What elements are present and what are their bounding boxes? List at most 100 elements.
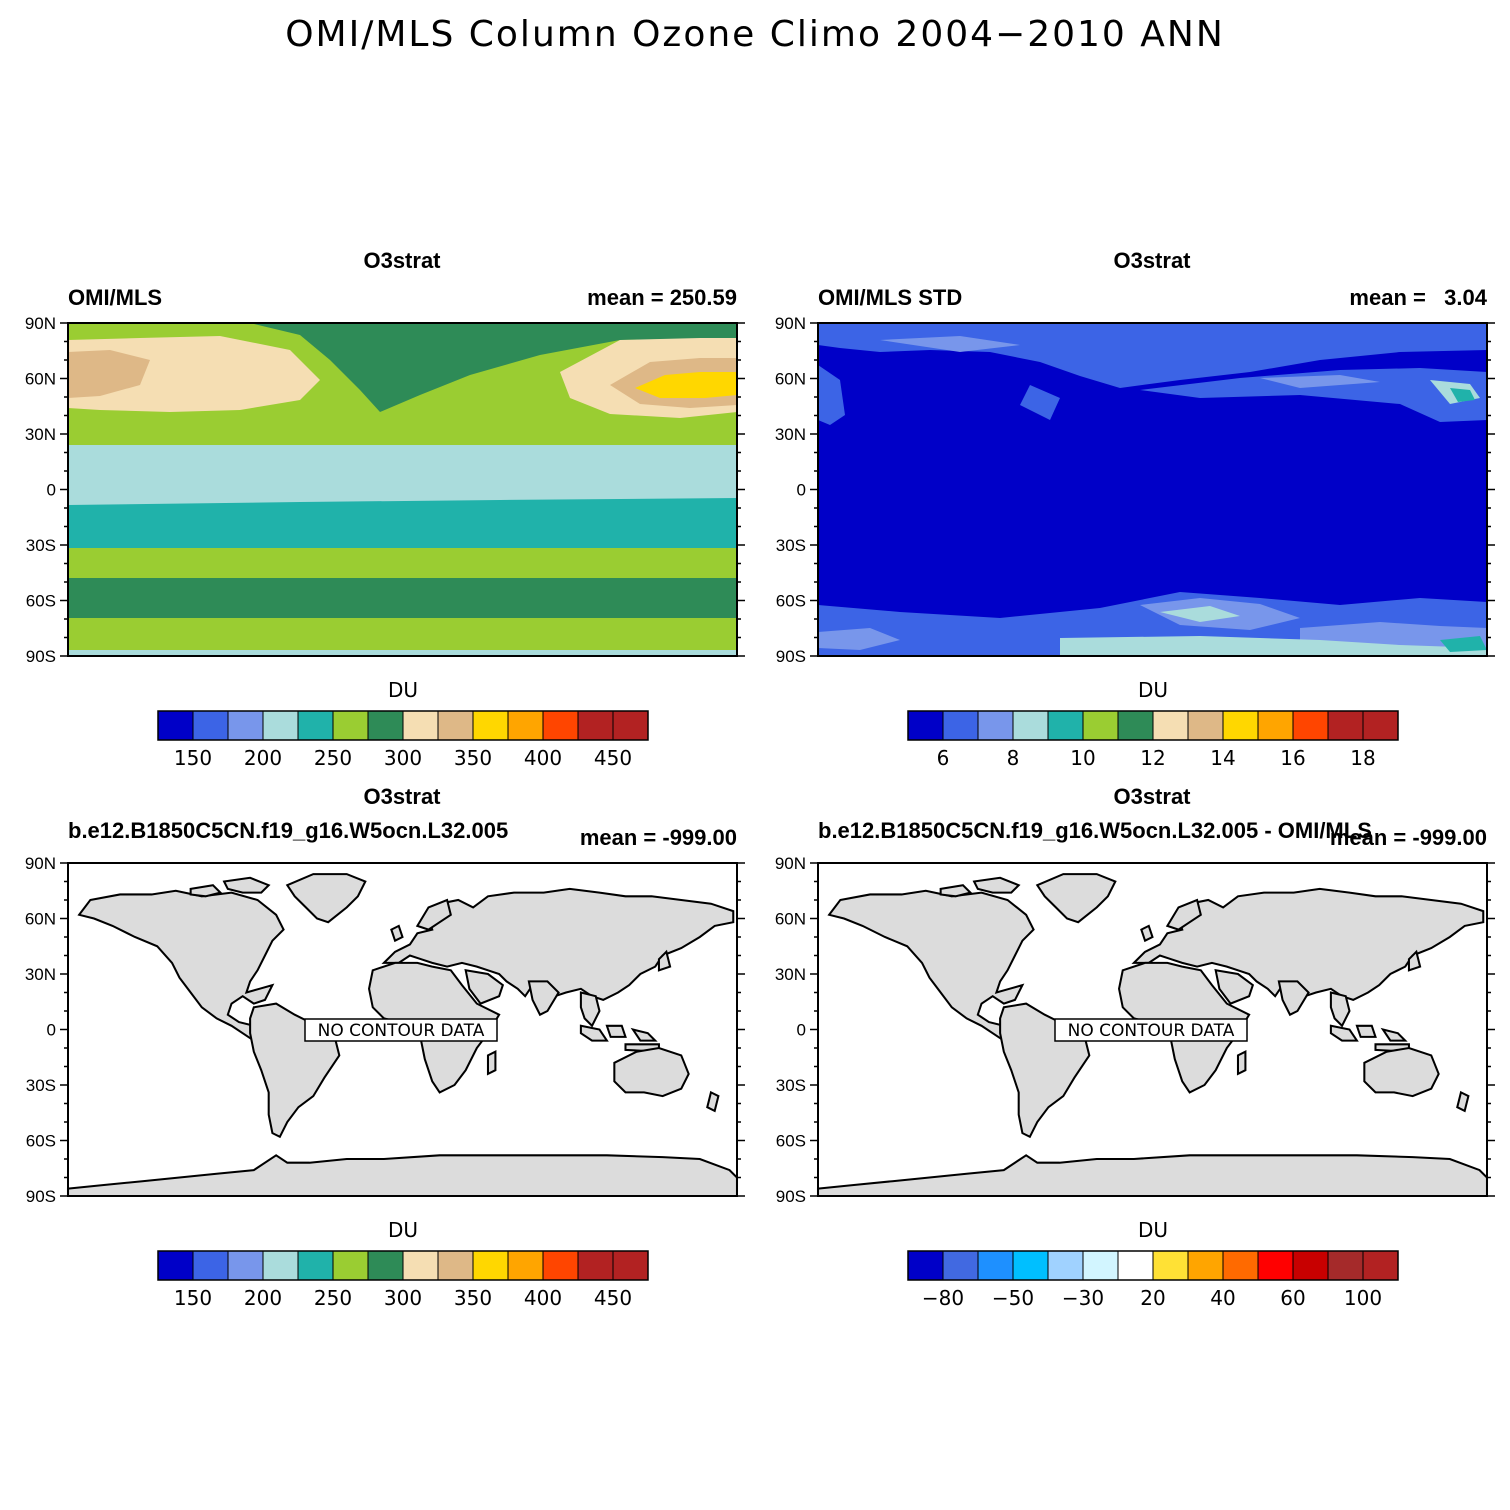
panel-omi-mls: O3strat OMI/MLS mean = 250.59 [67, 248, 738, 657]
colorbar-label: 200 [244, 1286, 282, 1310]
colorbar-label: −30 [1062, 1286, 1104, 1310]
colorbar-label: 250 [314, 1286, 352, 1310]
colorbar-label: 250 [314, 746, 352, 770]
lat-label: 90N [25, 854, 56, 873]
colorbar-swatch [437, 710, 474, 741]
colorbar-swatch [507, 1250, 544, 1281]
colorbar-swatch [1047, 1250, 1084, 1281]
panel-4-title: O3strat [1113, 784, 1191, 809]
colorbar-swatch [942, 1250, 979, 1281]
colorbar-swatch [1292, 710, 1329, 741]
lat-label: 60S [776, 592, 806, 611]
panel-3-mean-label: mean = -999.00 [580, 825, 737, 850]
colorbar-label: 12 [1140, 746, 1165, 770]
colorbar-swatch [262, 1250, 299, 1281]
colorbar-swatch [1292, 1250, 1329, 1281]
colorbar-swatch [1327, 1250, 1364, 1281]
colorbar-swatch [437, 1250, 474, 1281]
lat-label: 30S [776, 1076, 806, 1095]
lat-label: 0 [47, 481, 56, 500]
colorbar-swatch [262, 710, 299, 741]
colorbar-label: 400 [524, 1286, 562, 1310]
colorbar-label: −50 [992, 1286, 1034, 1310]
lat-label: 60N [775, 370, 806, 389]
colorbar-swatch [332, 710, 369, 741]
colorbar-swatch [227, 710, 264, 741]
colorbar-label: 20 [1140, 1286, 1165, 1310]
panel-3-no-data-text: NO CONTOUR DATA [318, 1021, 485, 1041]
colorbar-swatch [367, 710, 404, 741]
lat-label: 90S [26, 647, 56, 666]
panel-2-mean-label: mean = 3.04 [1349, 285, 1487, 310]
colorbar-label: 18 [1350, 746, 1375, 770]
colorbar-swatch [1362, 1250, 1399, 1281]
colorbar-swatch [1012, 710, 1049, 741]
lat-label: 30S [26, 1076, 56, 1095]
colorbar-label: 200 [244, 746, 282, 770]
lat-label: 30N [25, 965, 56, 984]
map-axes: 90N 60N 30N 0 30S 60S 90S 90N 60N 30N 0 30S 60S 90S 90… [25, 314, 1495, 1206]
lat-label: 30S [776, 536, 806, 555]
lat-label: 0 [797, 481, 806, 500]
colorbar-label: 350 [454, 746, 492, 770]
colorbar-label: 150 [174, 746, 212, 770]
colorbar-label: 300 [384, 746, 422, 770]
colorbar-swatch [507, 710, 544, 741]
colorbar-label: 40 [1210, 1286, 1235, 1310]
colorbar-label: 350 [454, 1286, 492, 1310]
colorbar-label: 300 [384, 1286, 422, 1310]
colorbar-swatch [472, 710, 509, 741]
panel-1-left-label: OMI/MLS [68, 285, 162, 310]
colorbar-swatch [1117, 710, 1154, 741]
lat-label: 60N [25, 910, 56, 929]
lat-label: 30S [26, 536, 56, 555]
lat-label: 60N [775, 910, 806, 929]
colorbar-label: 450 [594, 746, 632, 770]
colorbar-swatch [542, 1250, 579, 1281]
colorbar-unit: DU [388, 678, 418, 702]
colorbar-swatch [1257, 710, 1294, 741]
colorbar-swatch [977, 710, 1014, 741]
colorbar-swatch [612, 710, 649, 741]
colorbar-label: 10 [1070, 746, 1095, 770]
colorbar-swatch [367, 1250, 404, 1281]
colorbar-label: 6 [937, 746, 950, 770]
colorbar-label: 8 [1007, 746, 1020, 770]
colorbar-swatch [297, 710, 334, 741]
panel-1-mean-label: mean = 250.59 [587, 285, 737, 310]
panel-2-left-label: OMI/MLS STD [818, 285, 962, 310]
colorbar-1: DU 150 200 250 300 350 400 450 [157, 678, 649, 770]
lat-label: 90N [775, 314, 806, 333]
colorbar-swatch [1327, 710, 1364, 741]
lat-label: 90S [26, 1187, 56, 1206]
colorbar-2: DU 6 8 10 12 14 16 18 [907, 678, 1399, 770]
panel-1-ozone-field [68, 323, 737, 656]
panel-4-no-data-text: NO CONTOUR DATA [1068, 1021, 1235, 1041]
panel-4-mean-label: mean = -999.00 [1330, 825, 1487, 850]
colorbar-swatch [472, 1250, 509, 1281]
lat-label: 60S [26, 1132, 56, 1151]
colorbar-swatch [1082, 1250, 1119, 1281]
colorbar-swatch [192, 710, 229, 741]
colorbar-swatch [227, 1250, 264, 1281]
colorbar-swatch [1117, 1250, 1154, 1281]
lat-label: 0 [47, 1021, 56, 1040]
panel-omi-mls-std: O3strat OMI/MLS STD mean = 3.04 [817, 248, 1488, 657]
colorbar-swatch [1362, 710, 1399, 741]
lat-label: 90N [775, 854, 806, 873]
panel-4-left-label: b.e12.B1850C5CN.f19_g16.W5ocn.L32.005 - … [818, 818, 1372, 843]
colorbar-swatch [1222, 1250, 1259, 1281]
colorbar-label: 60 [1280, 1286, 1305, 1310]
colorbar-unit: DU [388, 1218, 418, 1242]
colorbar-swatch [157, 1250, 194, 1281]
lat-label: 30N [775, 965, 806, 984]
colorbar-label: −80 [922, 1286, 964, 1310]
colorbar-label: 14 [1210, 746, 1235, 770]
colorbar-swatch [1187, 1250, 1224, 1281]
colorbar-label: 150 [174, 1286, 212, 1310]
colorbar-swatch [1082, 710, 1119, 741]
map-axis-2: 90N 60N 30N 0 30S 60S 90S [775, 314, 1495, 666]
colorbar-swatch [977, 1250, 1014, 1281]
colorbar-swatch [1187, 710, 1224, 741]
